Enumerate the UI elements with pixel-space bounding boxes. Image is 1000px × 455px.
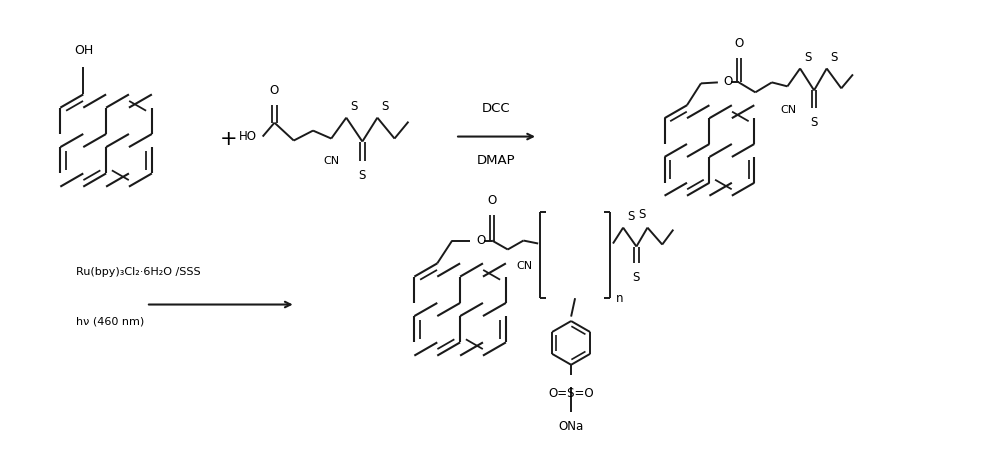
Text: S: S (638, 207, 645, 221)
Text: O: O (476, 234, 485, 247)
Text: S: S (804, 51, 811, 64)
Text: O: O (270, 84, 279, 96)
Text: DCC: DCC (482, 102, 511, 115)
Text: S: S (381, 100, 389, 113)
Text: S: S (810, 116, 818, 129)
Text: S: S (831, 51, 838, 64)
Text: CN: CN (323, 157, 339, 167)
Text: S: S (633, 271, 640, 284)
Text: S: S (627, 210, 634, 222)
Text: O: O (734, 36, 743, 50)
Text: HO: HO (239, 130, 257, 143)
Text: O: O (487, 194, 497, 207)
Text: ONa: ONa (558, 420, 584, 434)
Text: DMAP: DMAP (477, 154, 516, 167)
Text: n: n (616, 292, 623, 305)
Text: S: S (350, 100, 358, 113)
Text: OH: OH (75, 44, 94, 57)
Text: +: + (220, 129, 238, 148)
Text: O=S=O: O=S=O (548, 387, 594, 399)
Text: Ru(bpy)₃Cl₂·6H₂O /SSS: Ru(bpy)₃Cl₂·6H₂O /SSS (76, 267, 201, 277)
Text: S: S (359, 169, 366, 182)
Text: CN: CN (516, 262, 532, 272)
Text: hν (460 nm): hν (460 nm) (76, 317, 144, 326)
Text: CN: CN (780, 105, 796, 115)
Text: O: O (724, 75, 733, 88)
